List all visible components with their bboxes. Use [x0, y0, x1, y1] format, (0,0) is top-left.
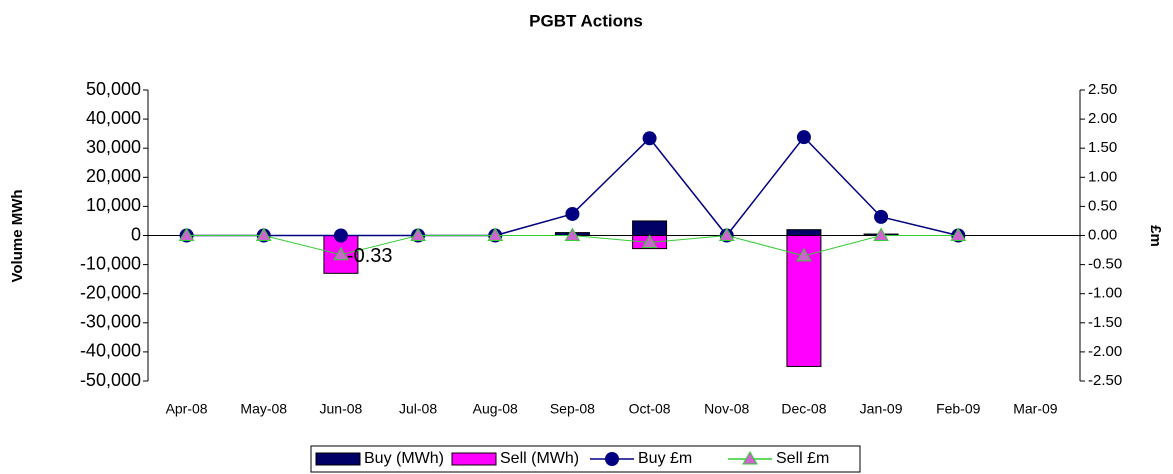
marker [874, 209, 889, 224]
marker [642, 131, 657, 146]
legend-marker [742, 451, 758, 465]
y2-tick-label: 2.50 [1088, 81, 1117, 98]
y-tick-label: -40,000 [80, 341, 141, 361]
x-tick-label: Feb-09 [936, 401, 981, 417]
y2-tick-label: -0.50 [1088, 256, 1122, 273]
y-axis-title: Volume MWh [9, 189, 26, 282]
marker [873, 227, 889, 241]
y-tick-label: 10,000 [86, 195, 141, 215]
marker [564, 227, 581, 241]
x-tick-label: Jun-08 [320, 401, 363, 417]
x-tick-label: Oct-08 [629, 401, 671, 417]
y2-tick-label: 0.50 [1088, 197, 1117, 214]
y-tick-label: 20,000 [86, 166, 141, 186]
y2-tick-label: 1.00 [1088, 168, 1117, 185]
y-tick-label: 50,000 [86, 79, 141, 99]
marker [178, 227, 195, 241]
y-tick-label: 0 [131, 224, 141, 244]
legend-swatch [315, 452, 361, 466]
y2-tick-label: -2.00 [1088, 343, 1122, 360]
marker [487, 227, 504, 241]
data-label: -0.33 [347, 245, 393, 267]
y-tick-label: 40,000 [86, 108, 141, 128]
x-tick-label: Jul-08 [399, 401, 437, 417]
legend-label: Buy (MWh) [364, 450, 444, 467]
marker [255, 227, 272, 241]
marker [641, 234, 658, 248]
x-tick-label: May-08 [240, 401, 287, 417]
x-tick-label: Apr-08 [166, 401, 208, 417]
legend-marker [605, 452, 619, 466]
marker [718, 227, 735, 241]
y2-tick-label: 2.00 [1088, 110, 1117, 127]
legend-label: Sell £m [776, 450, 829, 467]
y2-tick-label: -1.50 [1088, 314, 1122, 331]
marker [333, 246, 349, 261]
bar [786, 229, 822, 236]
marker [565, 206, 580, 221]
y2-tick-label: 0.00 [1088, 226, 1117, 243]
y-tick-label: -30,000 [80, 312, 141, 332]
bar [632, 220, 668, 236]
x-tick-label: Mar-09 [1013, 401, 1058, 417]
y2-tick-label: -1.00 [1088, 285, 1122, 302]
x-tick-label: Jan-09 [860, 401, 903, 417]
x-tick-label: Nov-08 [704, 401, 749, 417]
legend-label: Sell (MWh) [500, 450, 579, 467]
y2-tick-label: -2.50 [1088, 372, 1122, 389]
y-tick-label: -50,000 [80, 370, 141, 390]
x-tick-label: Dec-08 [781, 401, 826, 417]
marker [410, 227, 426, 241]
y-tick-label: 30,000 [86, 137, 141, 157]
legend-label: Buy £m [638, 450, 692, 467]
legend-swatch [451, 452, 497, 466]
y2-tick-label: 1.50 [1088, 139, 1117, 156]
chart-title: PGBT Actions [529, 11, 643, 30]
x-tick-label: Sep-08 [550, 401, 595, 417]
x-tick-label: Aug-08 [473, 401, 518, 417]
marker [796, 130, 811, 145]
y-tick-label: -20,000 [80, 282, 141, 302]
y2-axis-title: £m [1147, 225, 1164, 247]
marker [796, 247, 812, 262]
marker [333, 228, 348, 243]
y-tick-label: -10,000 [80, 253, 141, 273]
marker [950, 227, 967, 241]
